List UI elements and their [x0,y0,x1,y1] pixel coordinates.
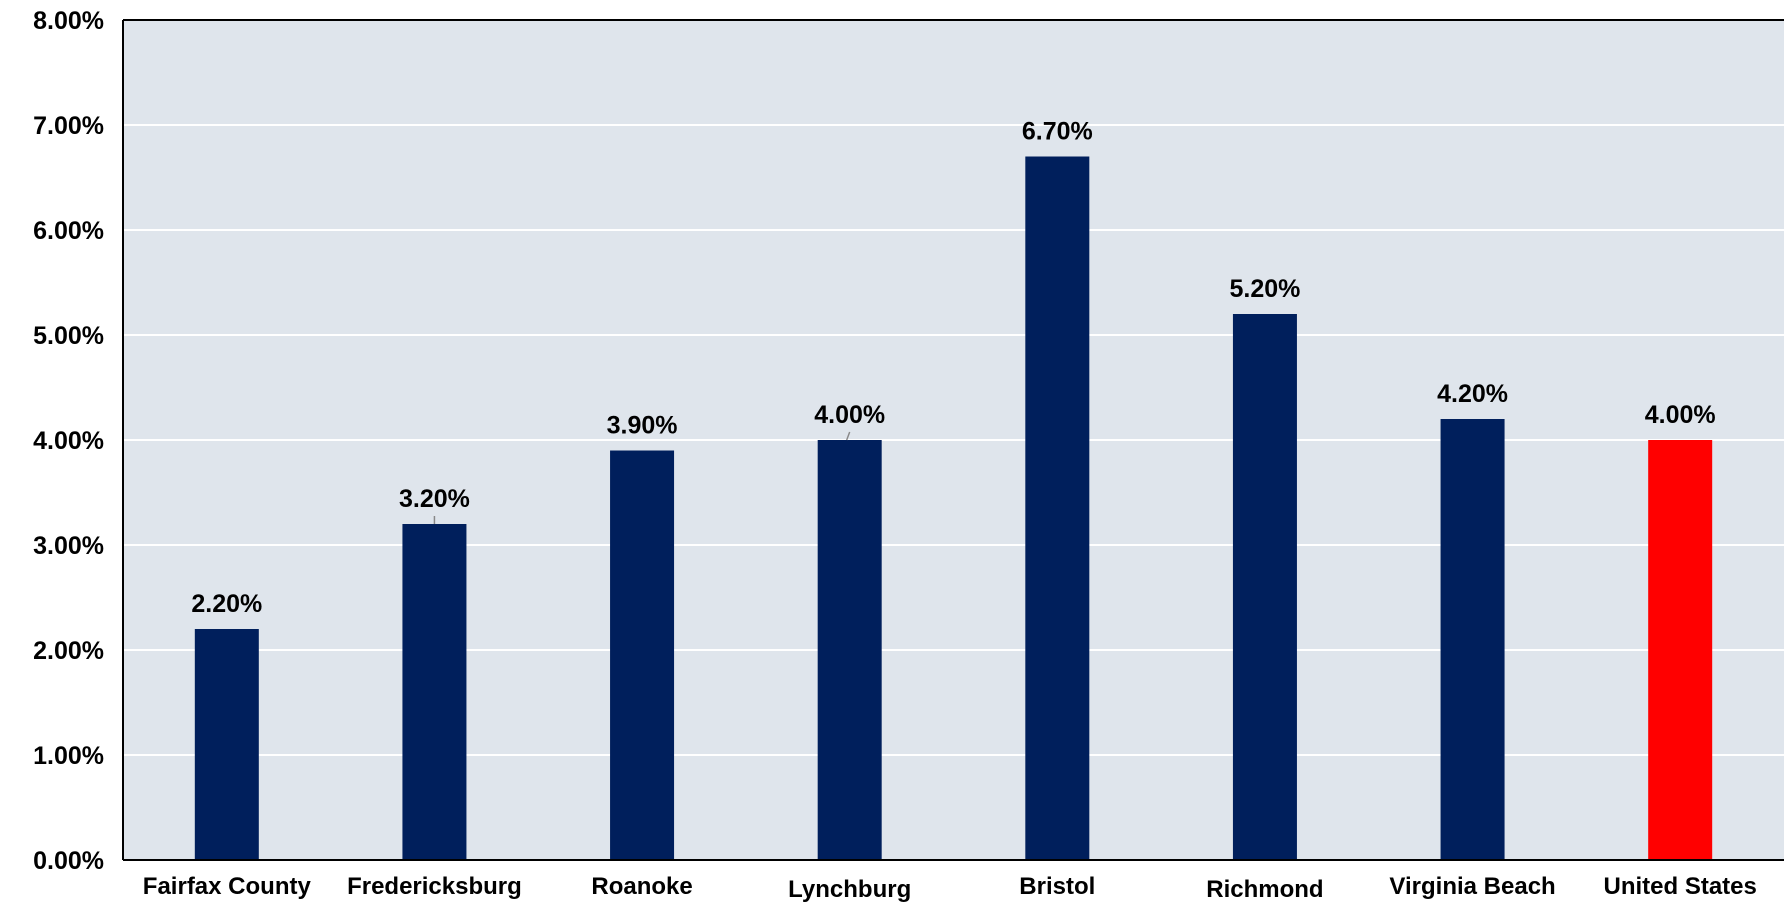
y-tick-label: 3.00% [33,532,104,560]
x-category-label: Fairfax County [143,873,312,900]
data-label: 3.90% [607,412,678,440]
bar [1025,156,1090,860]
x-category-label: Richmond [1206,876,1323,903]
bar [610,450,675,860]
y-tick-label: 5.00% [33,322,104,350]
x-category-label: United States [1604,873,1757,900]
leader-line [845,431,851,441]
data-label: 4.00% [814,401,885,429]
data-label: 3.20% [399,485,470,513]
bars [194,156,1713,860]
bar [817,440,882,860]
bar [1440,419,1505,860]
x-category-label: Roanoke [591,873,692,900]
x-category-label: Virginia Beach [1389,873,1555,900]
y-tick-label: 4.00% [33,427,104,455]
bar [1232,314,1297,860]
data-label: 4.20% [1437,380,1508,408]
label-leader-lines [433,431,851,524]
gridlines [123,124,1784,756]
x-category-label: Bristol [1019,873,1095,900]
y-tick-label: 8.00% [33,7,104,35]
x-category-label: Fredericksburg [347,873,522,900]
data-label: 4.00% [1645,401,1716,429]
y-tick-label: 2.00% [33,637,104,665]
y-tick-label: 7.00% [33,112,104,140]
y-tick-label: 1.00% [33,742,104,770]
bar [194,629,259,860]
y-tick-label: 6.00% [33,217,104,245]
x-category-label: Lynchburg [788,876,911,903]
y-tick-label: 0.00% [33,847,104,875]
bar [1648,440,1713,860]
data-label: 6.70% [1022,118,1093,146]
data-label: 2.20% [191,590,262,618]
y-axis-tick-labels: 0.00% 1.00% 2.00% 3.00% 4.00% 5.00% 6.00% 7.00%… [33,7,104,875]
bar [402,524,467,860]
data-labels: 2.20% 3.20% 3.90% 4.00% 6.70% 5.20% 4.20% 4.00% [191,118,1715,619]
data-label: 5.20% [1229,275,1300,303]
x-axis-category-labels: Fairfax County Fredericksburg Roanoke Lynch… [143,873,1757,903]
